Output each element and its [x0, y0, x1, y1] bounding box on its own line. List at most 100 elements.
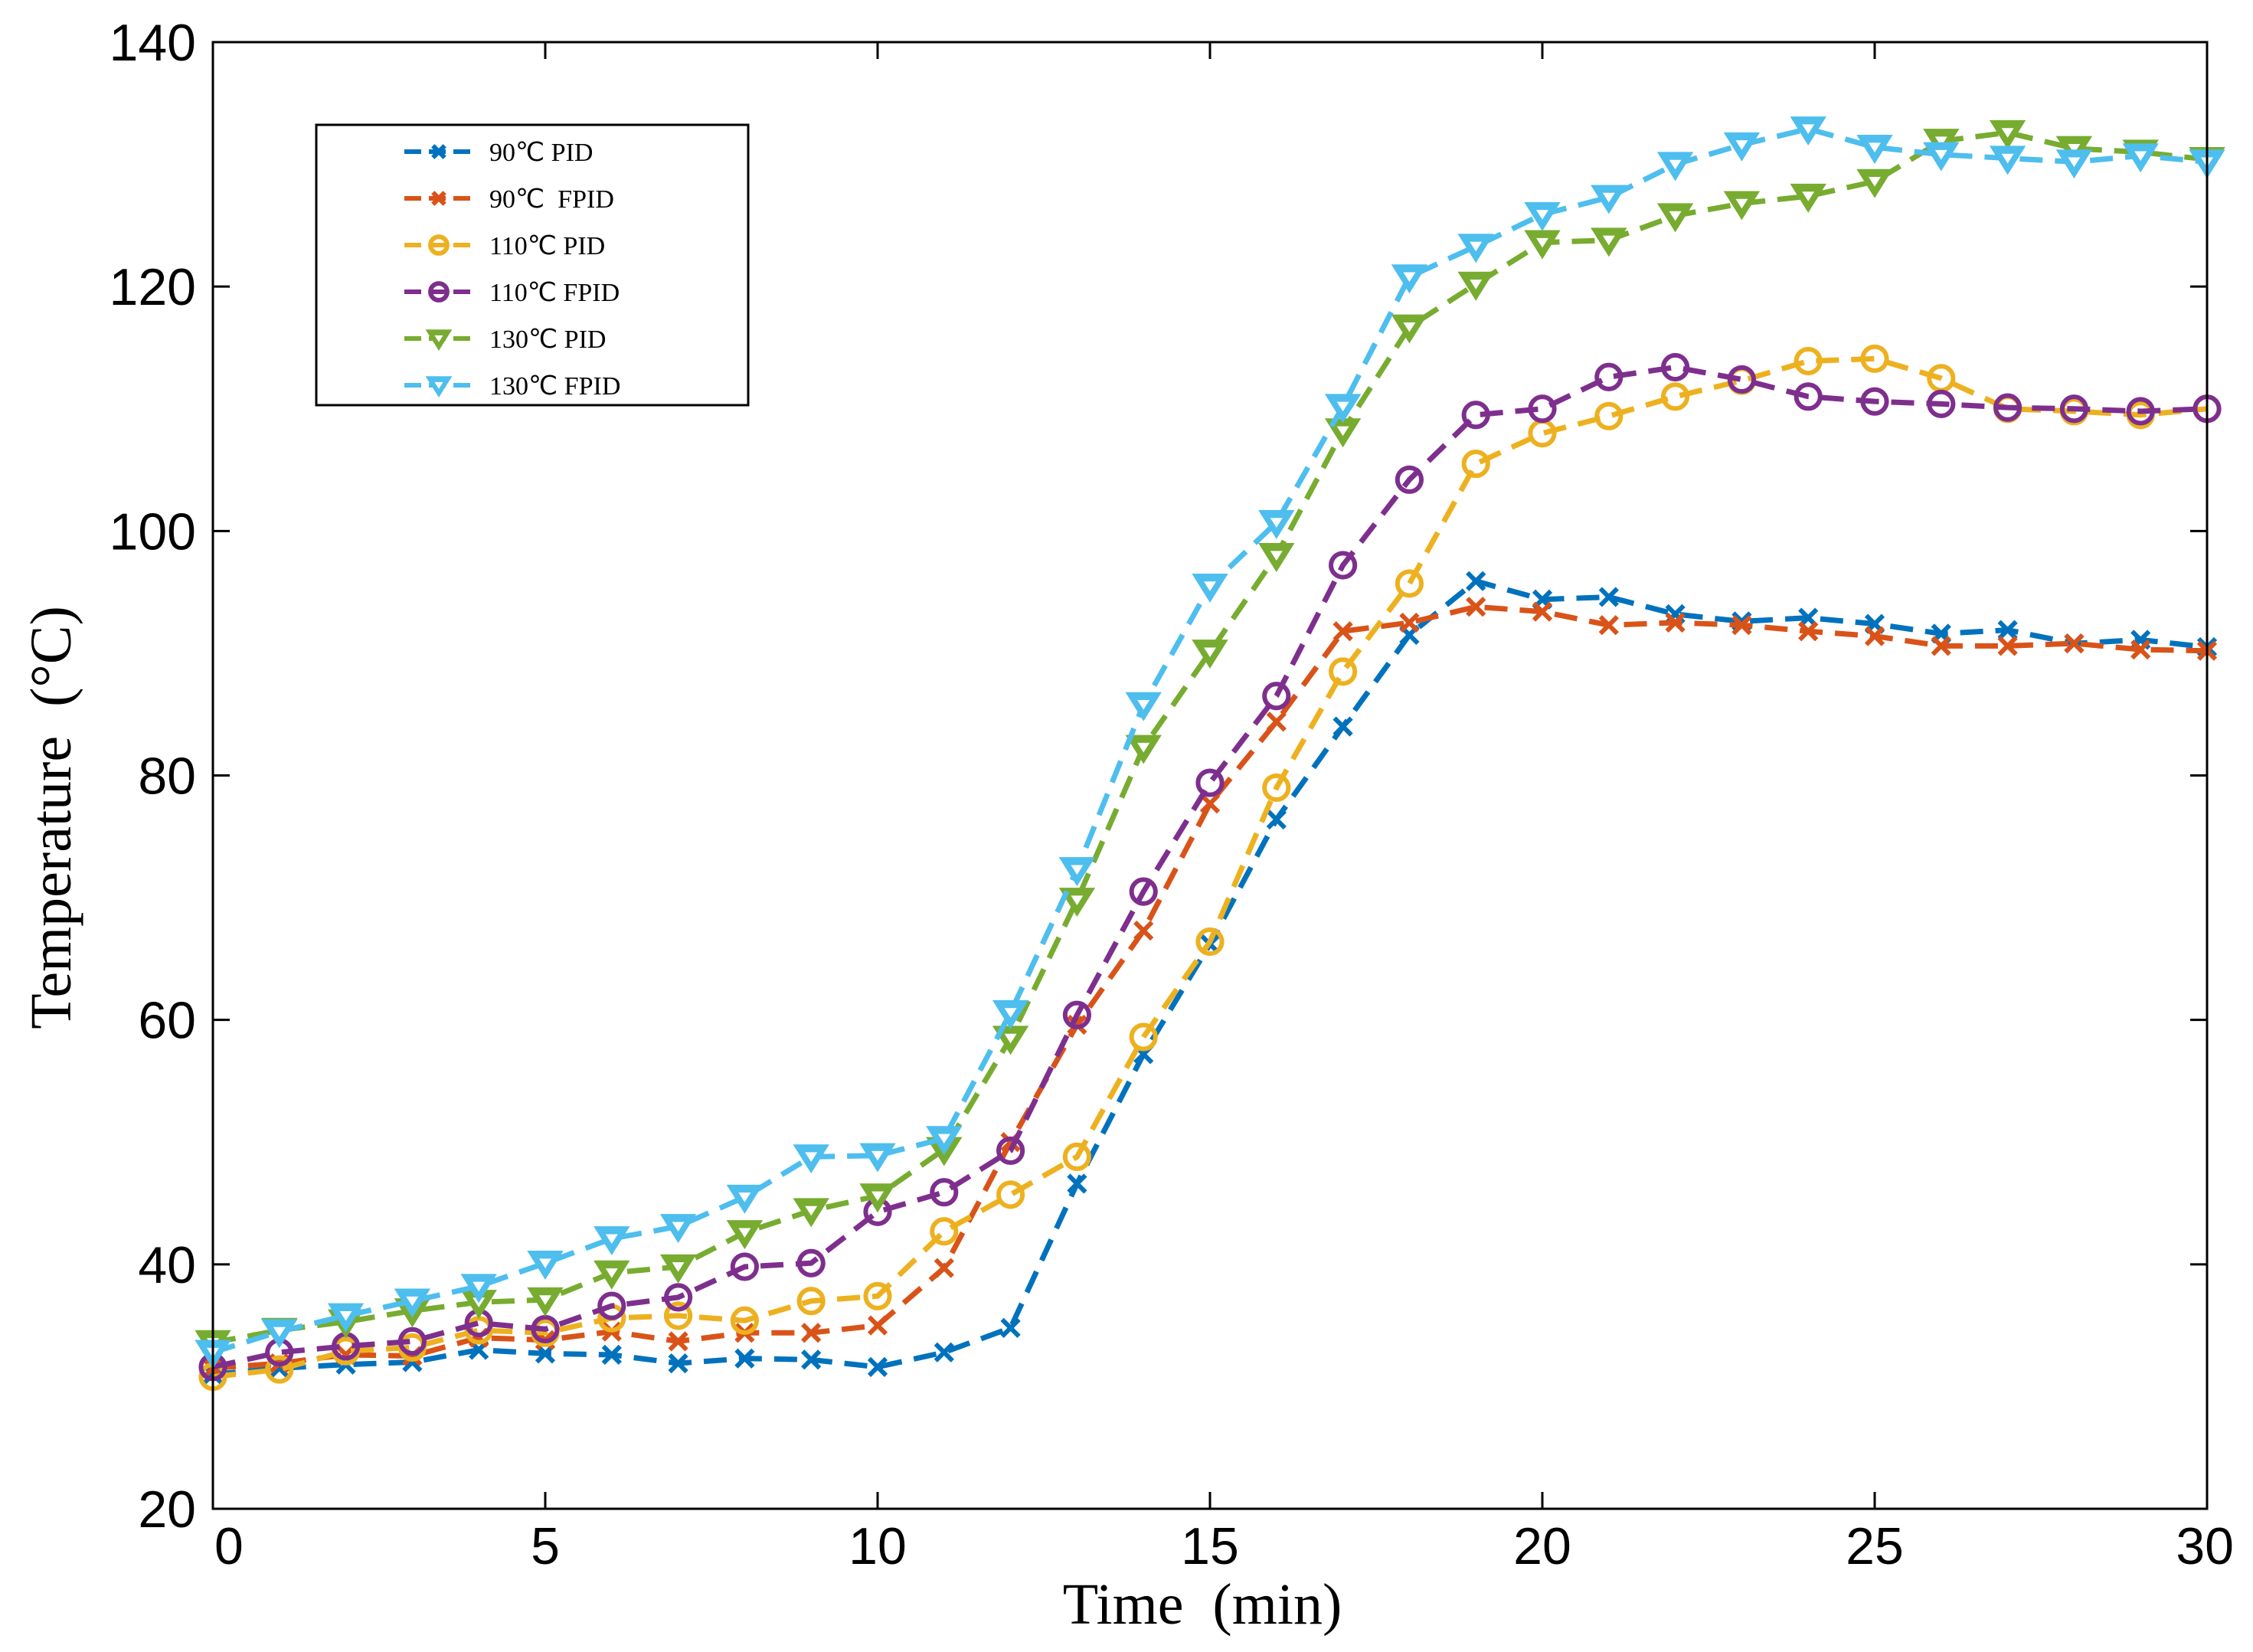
legend-entry: 130℃ PID [404, 325, 606, 354]
data-point [734, 1348, 755, 1369]
data-point [327, 1303, 365, 1333]
data-point-hole [1669, 159, 1682, 170]
data-point [265, 1355, 294, 1384]
data-point [1333, 621, 1353, 642]
data-point [1329, 657, 1358, 686]
data-point [1062, 1142, 1092, 1172]
legend-marker [431, 144, 446, 159]
data-point [668, 1353, 688, 1374]
data-point [1466, 571, 1486, 591]
data-point [2059, 394, 2088, 424]
data-point [1192, 640, 1228, 669]
data-point-hole [1470, 280, 1483, 290]
data-point [930, 1217, 959, 1246]
data-point [1399, 612, 1420, 633]
data-point-hole [2001, 153, 2014, 164]
data-point-hole [1669, 211, 1682, 221]
data-point [593, 1260, 630, 1290]
legend-box [315, 123, 750, 407]
data-point-hole [406, 1296, 419, 1307]
data-point-hole [1071, 865, 1084, 875]
data-point [1195, 768, 1225, 797]
data-point-hole [871, 1150, 884, 1161]
data-point-hole [1137, 700, 1150, 710]
data-point [668, 1331, 688, 1352]
x-axis-title: Time (min) [1063, 1572, 1342, 1637]
data-point [1790, 183, 1826, 213]
data-point-hole [937, 1134, 950, 1144]
data-point-hole [805, 1205, 818, 1216]
legend-entry: 90℃ FPID [404, 185, 614, 214]
data-point [1125, 692, 1162, 721]
legend-marker [428, 281, 450, 303]
data-point [394, 1288, 431, 1318]
legend-entry: 90℃ PID [404, 139, 593, 167]
legend-marker [431, 191, 446, 206]
data-point [1258, 509, 1295, 539]
data-point [996, 1136, 1025, 1166]
data-point [996, 1180, 1025, 1209]
legend-label: 110℃ FPID [489, 279, 620, 307]
data-point [261, 1319, 298, 1349]
data-point [1927, 389, 1956, 418]
data-point-hole [605, 1268, 618, 1278]
legend-marker [425, 376, 453, 398]
y-tick-label: 20 [138, 1480, 196, 1539]
data-point-hole [805, 1152, 818, 1163]
data-point-hole [1869, 142, 1881, 152]
legend-label: 130℃ FPID [489, 372, 620, 401]
legend: 90℃ PID 90℃ FPID 110℃ PID 110℃ FPID 130℃ PID… [315, 123, 750, 407]
data-point [593, 1226, 630, 1256]
data-point [1466, 597, 1486, 617]
data-point [859, 1183, 896, 1213]
data-point-hole [672, 1262, 685, 1272]
y-axis-title: Temperature (°C) [19, 606, 83, 1029]
data-point [1856, 168, 1893, 198]
y-tick-label: 40 [138, 1236, 196, 1294]
data-point [863, 1281, 892, 1310]
data-point-hole [1004, 1008, 1017, 1018]
data-point [1329, 551, 1358, 580]
data-point [1661, 382, 1690, 411]
data-point [1864, 626, 1885, 646]
legend-marker [425, 329, 453, 352]
series-line [212, 355, 2208, 1380]
series-6 [195, 116, 2225, 1369]
data-point [1000, 1317, 1021, 1338]
data-point [1324, 394, 1362, 424]
data-point [1528, 394, 1557, 424]
series-3 [198, 344, 2222, 1392]
data-point-hole [1934, 149, 1947, 160]
data-point-hole [2134, 151, 2147, 162]
data-point [2130, 640, 2151, 660]
data-point [1594, 401, 1624, 430]
data-point [664, 1301, 693, 1330]
data-point [1794, 346, 1823, 376]
data-point [934, 1258, 954, 1278]
data-point [793, 1198, 829, 1228]
data-point [460, 1274, 497, 1304]
data-point [1723, 132, 1761, 162]
data-point-hole [1403, 322, 1416, 332]
data-point [1723, 191, 1761, 221]
data-point [1258, 543, 1295, 572]
legend-marker-hole [434, 335, 443, 342]
legend-marker [428, 234, 450, 256]
data-point-hole [1802, 124, 1815, 135]
data-point [1333, 716, 1353, 737]
data-point [1993, 393, 2022, 422]
x-tick-label: 30 [2176, 1517, 2234, 1575]
data-point-hole [871, 1191, 884, 1202]
data-point-hole [738, 1192, 751, 1202]
data-point [1989, 146, 2026, 175]
data-point [1931, 636, 1951, 656]
data-point-hole [1735, 140, 1748, 150]
data-point-hole [1602, 192, 1615, 203]
data-point-hole [738, 1228, 751, 1238]
data-point [1129, 877, 1158, 906]
data-point [1125, 734, 1162, 764]
data-point-hole [1336, 401, 1349, 412]
data-point [730, 1252, 760, 1281]
data-point [1591, 185, 1627, 214]
data-point [1731, 615, 1752, 636]
